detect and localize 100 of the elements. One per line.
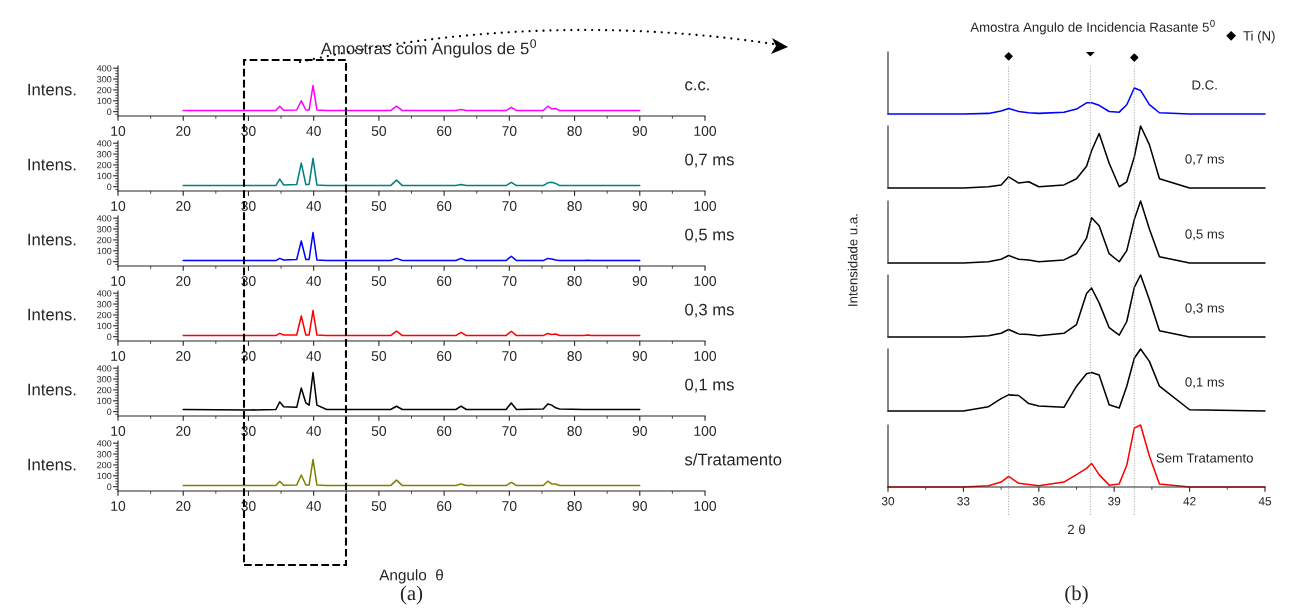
series-label: 0,3 ms (1185, 303, 1224, 315)
text: s/Tratamento (684, 453, 782, 466)
x-tick-label: 36 (1032, 497, 1045, 506)
legend-label: Ti (N) (1243, 30, 1275, 44)
x-tick-label: 70 (502, 201, 517, 211)
series-label: 0,7 ms (1185, 154, 1224, 166)
text: 0,5 ms (685, 228, 734, 243)
x-tick-label: 60 (437, 426, 452, 436)
x-axis-title: 2 θ (1067, 524, 1085, 535)
x-tick-label: 40 (306, 201, 321, 211)
y-tick-label: 200 (97, 386, 112, 394)
x-tick-label: 10 (111, 501, 126, 511)
x-tick-label: 20 (176, 201, 191, 211)
y-tick-label: 400 (96, 365, 112, 372)
x-tick-label: 10 (111, 426, 126, 436)
x-tick-label: 80 (567, 276, 582, 286)
x-tick-label: 30 (881, 497, 895, 506)
y-tick-label: 200 (97, 236, 112, 244)
x-tick-label: 70 (502, 426, 517, 436)
x-tick-label: 60 (437, 501, 452, 511)
x-tick-label: 10 (111, 351, 126, 361)
x-tick-label: 100 (694, 501, 717, 511)
y-tick-label: 200 (97, 86, 112, 94)
y-tick-label: 400 (96, 440, 112, 447)
line-series (182, 157, 641, 187)
y-tick-label: 300 (97, 226, 112, 233)
y-tick-label: 200 (97, 161, 112, 169)
series-label: 0,1 ms (1185, 377, 1224, 389)
y-tick-label: 400 (96, 290, 112, 297)
y-tick-label: 300 (97, 151, 112, 158)
x-tick-label: 50 (371, 351, 387, 361)
x-tick-label: 45 (1258, 497, 1272, 506)
x-tick-label: 60 (437, 126, 452, 136)
y-tick-label: 0 (107, 408, 112, 416)
y-tick-label: 100 (97, 472, 112, 480)
text: (a) (400, 585, 423, 605)
series-label: D.C. (1192, 80, 1217, 90)
chart-title: Amostra Angulo de Incidencia Rasante 5$^{0}$ (970, 19, 1215, 35)
x-tick-label: 20 (176, 501, 191, 511)
y-tick-label: 200 (97, 311, 112, 319)
x-tick-label: 60 (437, 351, 452, 361)
y-axis-title: Intens. (28, 83, 76, 96)
y-tick-label: 0 (107, 258, 112, 266)
x-tick-label: 40 (306, 426, 321, 436)
x-tick-label: 90 (632, 501, 647, 511)
x-tick-label: 70 (502, 276, 517, 286)
x-tick-label: 50 (371, 426, 387, 436)
x-tick-label: 10 (111, 201, 126, 211)
x-tick-label: 70 (502, 126, 517, 136)
text: 0,7 ms (685, 153, 734, 168)
y-tick-label: 0 (107, 108, 112, 116)
x-tick-label: 10 (111, 276, 126, 286)
y-axis-title: Intens. (28, 233, 76, 246)
x-tick-label: 50 (371, 201, 387, 211)
x-tick-label: 70 (502, 351, 517, 361)
y-tick-label: 0 (107, 333, 112, 341)
x-tick-label: 100 (694, 201, 717, 211)
x-tick-label: 80 (567, 201, 582, 211)
x-tick-label: 90 (632, 126, 647, 136)
x-tick-label: 42 (1183, 497, 1196, 506)
x-axis-title: Angulo θ (379, 569, 443, 584)
line-series (182, 231, 641, 262)
x-tick-label: 100 (694, 126, 717, 136)
text: (b) (1065, 585, 1088, 605)
y-tick-label: 0 (107, 183, 112, 191)
x-tick-label: 20 (176, 351, 191, 361)
y-tick-label: 300 (97, 451, 112, 458)
y-tick-label: 200 (97, 461, 112, 469)
x-tick-label: 100 (694, 276, 717, 286)
y-tick-label: 100 (97, 172, 112, 180)
series-label: Sem Tratamento (1156, 453, 1253, 463)
x-tick-label: 39 (1108, 497, 1121, 506)
y-tick-label: 100 (97, 247, 112, 255)
y-tick-label: 300 (97, 376, 112, 383)
text: c.c. (685, 81, 709, 91)
series-label: 0,5 ms (1185, 229, 1224, 241)
y-tick-label: 300 (97, 76, 112, 83)
x-tick-label: 80 (567, 426, 582, 436)
x-tick-label: 90 (632, 351, 647, 361)
x-tick-label: 60 (437, 201, 452, 211)
line-series (182, 84, 641, 112)
x-tick-label: 100 (694, 426, 717, 436)
x-tick-label: 100 (694, 351, 717, 361)
y-axis-title: Intens. (28, 383, 76, 396)
line-series (182, 458, 641, 487)
x-tick-label: 50 (371, 501, 387, 511)
y-axis-title: Intens. (28, 458, 76, 471)
x-tick-label: 40 (306, 351, 321, 361)
y-tick-label: 100 (97, 97, 112, 105)
x-tick-label: 20 (176, 426, 191, 436)
x-tick-label: 50 (371, 126, 387, 136)
y-axis-title: Intens. (28, 308, 76, 321)
x-tick-label: 90 (632, 276, 647, 286)
y-tick-label: 400 (96, 215, 112, 222)
x-tick-label: 90 (632, 201, 647, 211)
line-series (182, 309, 641, 337)
x-tick-label: 20 (176, 276, 191, 286)
y-tick-label: 100 (97, 397, 112, 405)
x-tick-label: 80 (567, 501, 582, 511)
x-tick-label: 80 (567, 351, 582, 361)
